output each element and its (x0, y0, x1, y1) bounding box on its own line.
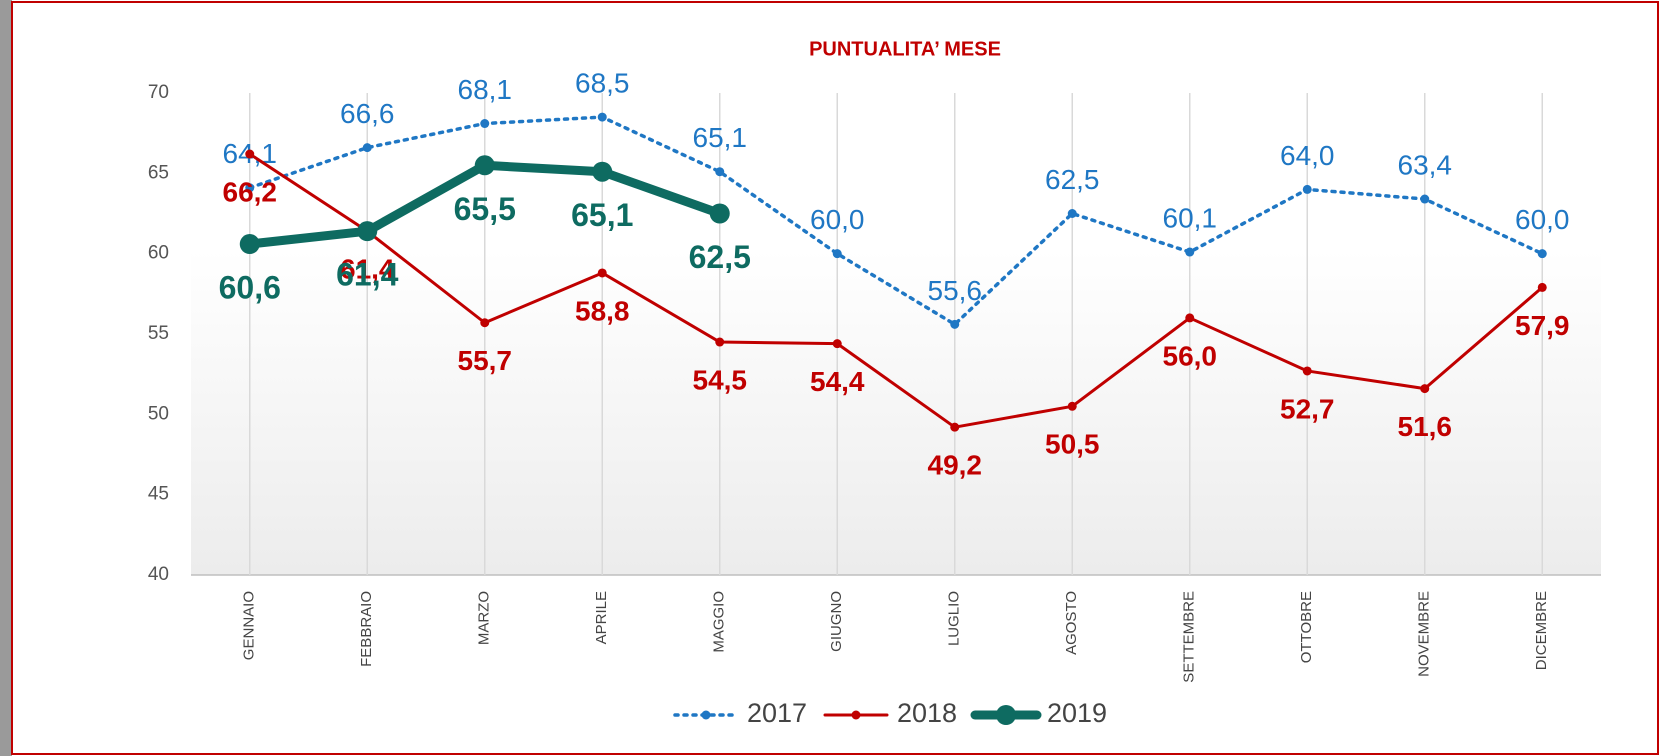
y-tick-label: 40 (148, 564, 169, 585)
data-label: 60,1 (1163, 202, 1218, 233)
x-tick-label: OTTOBRE (1298, 591, 1315, 663)
data-point (1302, 184, 1312, 194)
series-line (248, 152, 1544, 429)
data-point (1185, 247, 1195, 257)
data-label: 61,4 (340, 254, 395, 285)
data-label: 60,0 (810, 204, 865, 235)
data-point (715, 337, 725, 347)
x-tick-label: GIUGNO (828, 591, 845, 652)
data-point (1067, 401, 1077, 411)
data-label: 63,4 (1398, 149, 1453, 180)
side-strip (0, 0, 12, 756)
series-line (248, 115, 1544, 327)
data-point (1420, 194, 1430, 204)
data-point (480, 119, 490, 129)
data-point (1420, 384, 1430, 394)
data-point (715, 167, 725, 177)
data-label: 62,5 (1045, 164, 1100, 195)
data-label: 51,6 (1398, 411, 1453, 442)
legend-marker (996, 705, 1016, 725)
x-tick-label: FEBBRAIO (358, 591, 375, 667)
data-label: 58,8 (575, 295, 630, 326)
x-tick-label: MARZO (476, 591, 493, 645)
legend-label: 2019 (1047, 698, 1107, 728)
data-point (480, 318, 490, 328)
data-label: 66,6 (340, 98, 395, 129)
data-point (709, 203, 730, 224)
data-label: 56,0 (1163, 340, 1218, 371)
data-point (1302, 366, 1312, 376)
y-tick-label: 50 (148, 403, 169, 424)
x-tick-label: GENNAIO (241, 591, 258, 660)
legend-label: 2018 (897, 698, 957, 728)
x-tick-label: LUGLIO (946, 591, 963, 646)
data-label: 65,1 (571, 197, 633, 233)
data-point (597, 112, 607, 122)
data-label: 66,2 (223, 176, 278, 207)
data-point (597, 268, 607, 278)
data-point (832, 339, 842, 349)
data-label: 55,7 (458, 345, 513, 376)
legend-label: 2017 (747, 698, 807, 728)
data-point (592, 161, 613, 182)
data-label: 68,5 (575, 67, 630, 98)
y-tick-label: 45 (148, 484, 169, 505)
x-tick-label: NOVEMBRE (1416, 591, 1433, 677)
data-point (1067, 209, 1077, 218)
data-point (1537, 282, 1547, 292)
legend-marker (701, 710, 711, 720)
x-tick-label: SETTEMBRE (1181, 591, 1198, 683)
data-label: 68,1 (458, 74, 513, 105)
y-tick-label: 70 (148, 82, 169, 103)
data-label: 64,0 (1280, 140, 1335, 171)
data-label: 57,9 (1515, 310, 1570, 341)
x-tick-label: APRILE (593, 591, 610, 644)
x-tick-label: AGOSTO (1063, 591, 1080, 655)
data-label: 54,5 (693, 364, 748, 395)
data-point (950, 422, 960, 432)
data-label: 50,5 (1045, 429, 1100, 460)
data-point (950, 319, 960, 329)
data-point (357, 221, 378, 242)
data-label: 60,0 (1515, 204, 1570, 235)
chart-title: PUNTUALITA’ MESE (809, 38, 1001, 60)
y-tick-label: 55 (148, 323, 169, 344)
data-label: 54,4 (810, 366, 865, 397)
data-label: 65,5 (454, 191, 516, 227)
data-label: 52,7 (1280, 393, 1335, 424)
data-point (1185, 313, 1195, 323)
x-tick-label: MAGGIO (711, 591, 728, 653)
data-point (239, 234, 260, 255)
data-label: 49,2 (928, 450, 983, 481)
data-label: 65,1 (693, 122, 748, 153)
y-tick-label: 65 (148, 162, 169, 183)
data-point (474, 155, 495, 176)
data-point (245, 149, 255, 159)
legend-marker (851, 710, 861, 720)
data-label: 62,5 (689, 239, 751, 275)
plot-background (191, 250, 1601, 575)
data-point (832, 249, 842, 259)
y-tick-label: 60 (148, 243, 169, 264)
data-point (1537, 249, 1547, 259)
data-label: 60,6 (219, 269, 281, 305)
x-tick-label: DICEMBRE (1533, 591, 1550, 670)
data-point (245, 183, 255, 193)
data-label: 55,6 (928, 275, 983, 306)
data-label: 61,4 (336, 257, 398, 293)
data-point (362, 143, 372, 153)
